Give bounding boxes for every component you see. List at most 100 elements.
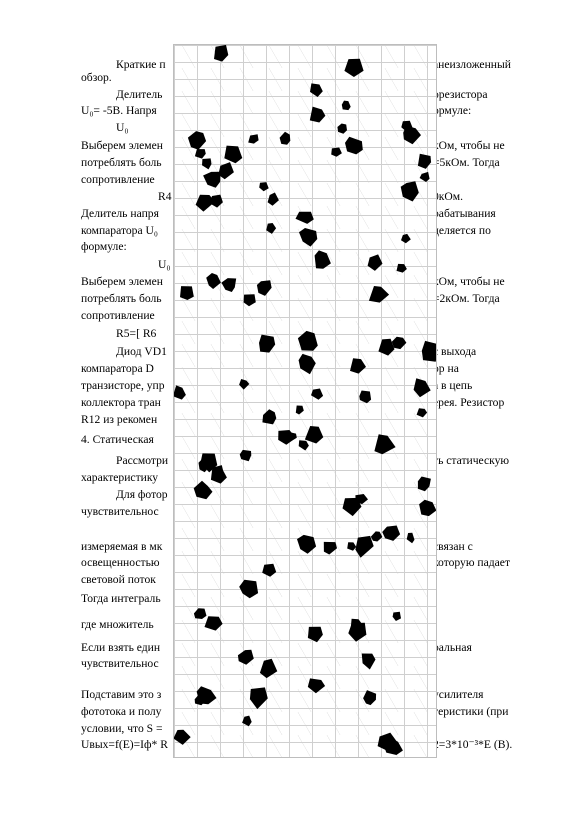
text-line-left: Выберем элемен (81, 139, 163, 152)
text-line-left: Тогда интеграль (81, 592, 161, 605)
text-line-left: 4. Статическая (81, 433, 154, 446)
black-cell (259, 658, 278, 679)
voronoi-pattern-overlay (173, 44, 437, 758)
black-cell (359, 390, 372, 404)
text-line-left: чувствительнос (81, 505, 159, 518)
black-cell (304, 426, 324, 444)
black-cell (421, 340, 436, 362)
text-line-left: измеряемая в мк (81, 540, 163, 553)
black-cell (391, 336, 407, 350)
text-line-left: обзор. (81, 71, 112, 84)
black-cell (406, 532, 415, 544)
black-cell (193, 608, 207, 619)
black-cell (295, 405, 304, 415)
text-line-right: 0кОм. (433, 190, 464, 203)
black-cell (355, 535, 374, 558)
black-cell (299, 228, 318, 247)
black-cell (242, 715, 252, 727)
black-cell (382, 525, 401, 541)
text-line-right: рабатывания (433, 207, 496, 220)
black-cell (214, 45, 229, 62)
black-cell (307, 678, 326, 694)
black-cell (363, 690, 377, 706)
text-line-right: с выхода (433, 345, 477, 358)
black-cell (400, 181, 419, 202)
black-cell (239, 579, 259, 599)
black-cell (193, 480, 213, 500)
black-cell (279, 131, 291, 145)
black-cell (419, 499, 436, 517)
black-cell (221, 278, 237, 292)
text-line-right: =5кОм. Тогда (433, 156, 500, 169)
black-cell (248, 134, 259, 144)
black-cell (417, 476, 431, 492)
text-line-left: R12 из рекомен (81, 413, 158, 426)
black-cell (239, 449, 252, 462)
text-line-right: ральная (433, 641, 472, 654)
black-cell (262, 563, 277, 577)
text-line-right: орезистора (433, 88, 488, 101)
text-line-right: ормуле: (433, 104, 472, 117)
text-line-right: деляется по (433, 224, 491, 237)
black-cell (187, 131, 207, 150)
black-cell (367, 254, 383, 271)
black-cell (309, 106, 326, 123)
black-cell (331, 147, 342, 157)
black-cell (194, 149, 206, 159)
black-cell (355, 494, 368, 505)
text-line-left: формуле: (81, 240, 127, 253)
black-cell (417, 153, 432, 169)
text-line-right: ерея. Резистор (433, 396, 505, 409)
text-line-left: Для фотор (116, 488, 168, 501)
black-cell (267, 192, 279, 206)
black-cell (298, 353, 316, 375)
black-cell (310, 83, 323, 97)
text-line-left: U₀ (158, 258, 171, 271)
text-line-left: характеристику (81, 471, 159, 484)
text-line-right: ть статическую (433, 454, 510, 467)
text-line-left: Uвых=f(E)=Iф* R (81, 738, 168, 751)
text-line-left: Выберем элемен (81, 275, 163, 288)
text-line-left: потреблять боль (81, 292, 162, 305)
text-line-left: транзисторе, упр (81, 379, 165, 392)
black-cell (350, 618, 362, 629)
text-line-right: а в цепь (433, 379, 473, 392)
text-line-right: которую падает (433, 556, 511, 569)
black-cell (249, 687, 268, 710)
black-cell (377, 732, 398, 751)
text-line-left: Если взять един (81, 641, 161, 654)
black-cell (341, 100, 351, 111)
text-line-left: Диод VD1 (116, 345, 167, 358)
black-cell (297, 330, 318, 351)
black-cell (266, 223, 277, 234)
text-line-left: освещенностью (81, 556, 160, 569)
text-line-left: условии, что S = (81, 722, 163, 735)
text-line-right: кОм, чтобы не (433, 275, 505, 288)
text-line-left: U₀ (116, 121, 129, 134)
text-line-right: ор на (433, 362, 459, 375)
black-cell (259, 334, 276, 353)
black-cell (350, 358, 366, 374)
text-line-left: компаратора U₀ (81, 224, 158, 237)
text-line-left: чувствительнос (81, 657, 159, 670)
text-line-right: усилителя (433, 688, 484, 701)
black-cell (337, 123, 347, 134)
black-cell (210, 467, 227, 484)
text-line-left: потреблять боль (81, 156, 162, 169)
black-cell (195, 194, 215, 212)
black-cell (224, 145, 243, 164)
text-line-right: анеизложенный (433, 58, 511, 71)
black-cell (297, 534, 317, 554)
black-cell (174, 729, 191, 745)
black-cell (204, 616, 223, 631)
text-line-left: сопротивление (81, 309, 155, 322)
black-cell (413, 378, 431, 398)
black-cell (419, 171, 430, 182)
black-cell (396, 263, 407, 273)
text-line-left: Рассмотри (116, 454, 169, 467)
black-cell (403, 125, 421, 145)
text-line-left: Делитель (116, 88, 163, 101)
black-cell (314, 250, 331, 269)
black-cell (206, 273, 221, 289)
